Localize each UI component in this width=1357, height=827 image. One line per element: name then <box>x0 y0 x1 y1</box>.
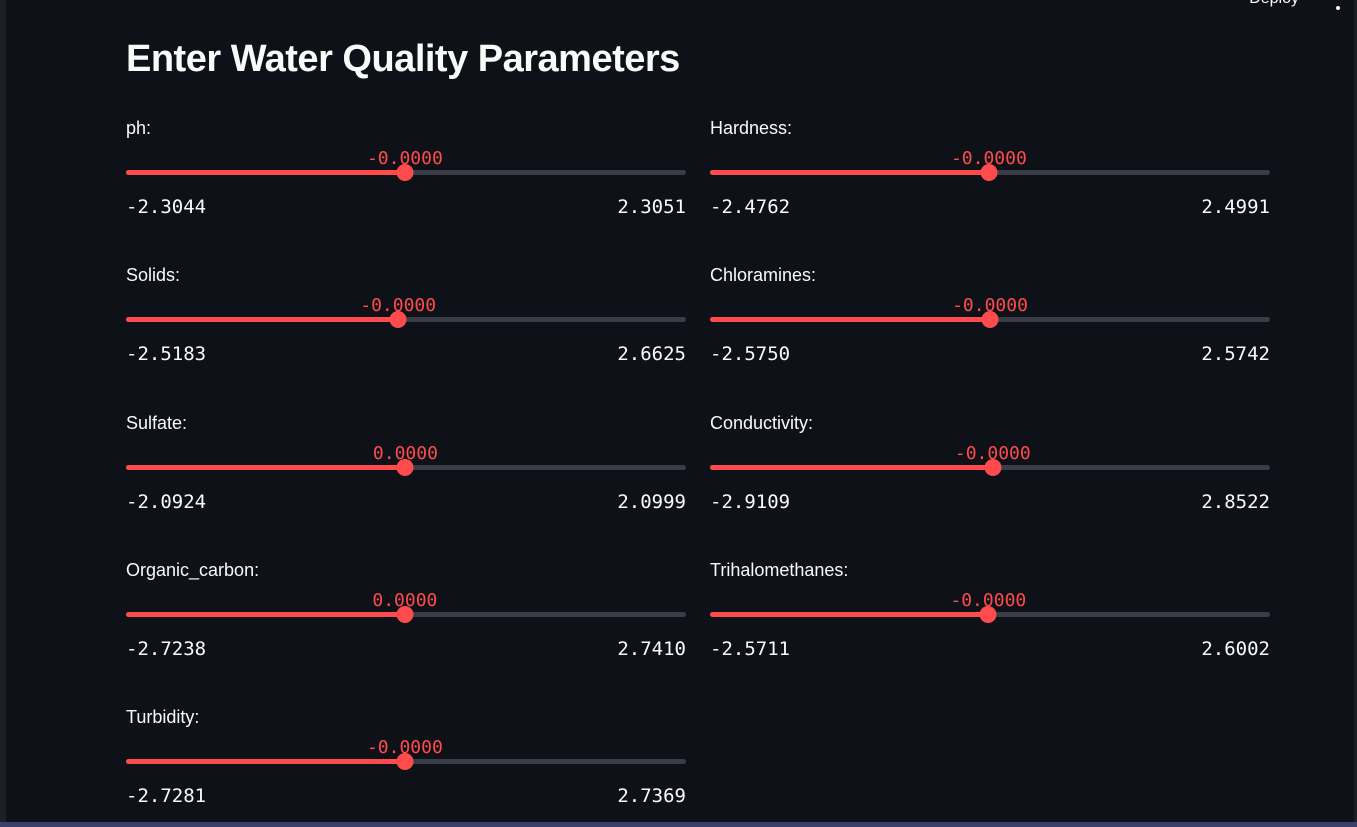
slider-thumb[interactable] <box>981 311 999 328</box>
bottom-border <box>0 822 1357 827</box>
slider-hardness: Hardness: -0.0000 -2.4762 2.4991 <box>710 118 1270 228</box>
slider-max-value: 2.7369 <box>617 785 686 807</box>
slider-current-value: 0.0000 <box>372 590 438 611</box>
slider-chloramines: Chloramines: -0.0000 -2.5750 2.5742 <box>710 265 1270 375</box>
slider-min-value: -2.9109 <box>710 491 791 513</box>
slider-min-value: -2.0924 <box>126 491 207 513</box>
slider-track[interactable] <box>126 311 686 328</box>
slider-sulfate: Sulfate: 0.0000 -2.0924 2.0999 <box>126 413 686 523</box>
slider-max-value: 2.4991 <box>1201 196 1270 218</box>
slider-fill <box>710 317 990 322</box>
slider-current-value: -0.0000 <box>952 295 1028 316</box>
slider-organic-carbon: Organic_carbon: 0.0000 -2.7238 2.7410 <box>126 560 686 670</box>
slider-ph: ph: -0.0000 -2.3044 2.3051 <box>126 118 686 228</box>
slider-max-value: 2.8522 <box>1201 491 1270 513</box>
slider-max-value: 2.3051 <box>617 196 686 218</box>
slider-current-value: -0.0000 <box>950 590 1027 611</box>
slider-fill <box>710 612 989 617</box>
slider-max-value: 2.0999 <box>617 491 686 513</box>
slider-track[interactable] <box>710 459 1270 476</box>
slider-min-value: -2.5750 <box>710 343 791 365</box>
slider-thumb[interactable] <box>396 606 414 623</box>
slider-track[interactable] <box>710 606 1270 623</box>
slider-current-value: -0.0000 <box>360 295 437 316</box>
slider-thumb[interactable] <box>979 606 997 623</box>
slider-max-value: 2.7410 <box>617 638 686 660</box>
slider-label: ph: <box>126 118 152 138</box>
slider-fill <box>126 759 405 764</box>
slider-solids: Solids: -0.0000 -2.5183 2.6625 <box>126 265 686 375</box>
slider-track[interactable] <box>126 164 686 181</box>
slider-thumb[interactable] <box>396 164 414 181</box>
slider-max-value: 2.5742 <box>1201 343 1270 365</box>
slider-thumb[interactable] <box>984 459 1002 476</box>
slider-turbidity: Turbidity: -0.0000 -2.7281 2.7369 <box>126 707 686 817</box>
slider-fill <box>126 465 406 470</box>
slider-track[interactable] <box>710 311 1270 328</box>
slider-label: Trihalomethanes: <box>710 560 849 580</box>
slider-max-value: 2.6625 <box>617 343 686 365</box>
slider-min-value: -2.5711 <box>710 638 791 660</box>
slider-fill <box>126 612 405 617</box>
slider-track[interactable] <box>126 459 686 476</box>
slider-track[interactable] <box>710 164 1270 181</box>
right-scrollbar[interactable] <box>1354 0 1357 827</box>
slider-fill <box>710 465 993 470</box>
slider-min-value: -2.4762 <box>710 196 791 218</box>
slider-min-value: -2.5183 <box>126 343 207 365</box>
slider-thumb[interactable] <box>980 164 998 181</box>
slider-thumb[interactable] <box>396 459 414 476</box>
vertical-ellipsis-icon[interactable] <box>1331 0 1345 10</box>
slider-label: Chloramines: <box>710 265 817 285</box>
slider-current-value: -0.0000 <box>366 737 443 758</box>
left-border <box>0 0 6 827</box>
slider-trihalomethanes: Trihalomethanes: -0.0000 -2.5711 2.6002 <box>710 560 1270 670</box>
slider-label: Solids: <box>126 265 181 285</box>
slider-label: Sulfate: <box>126 413 188 433</box>
slider-min-value: -2.7281 <box>126 785 207 807</box>
slider-thumb[interactable] <box>396 753 414 770</box>
slider-track[interactable] <box>126 753 686 770</box>
slider-current-value: 0.0000 <box>372 443 438 464</box>
slider-fill <box>126 170 405 175</box>
slider-thumb[interactable] <box>389 311 407 328</box>
deploy-button[interactable]: Deploy <box>1249 0 1299 8</box>
slider-label: Turbidity: <box>126 707 200 727</box>
slider-current-value: -0.0000 <box>950 148 1027 169</box>
page-title: Enter Water Quality Parameters <box>126 38 680 80</box>
app-header: Deploy <box>1157 0 1357 14</box>
slider-fill <box>710 170 989 175</box>
slider-min-value: -2.7238 <box>126 638 207 660</box>
slider-fill <box>126 317 399 322</box>
slider-max-value: 2.6002 <box>1201 638 1270 660</box>
slider-label: Conductivity: <box>710 413 814 433</box>
slider-label: Hardness: <box>710 118 793 138</box>
slider-min-value: -2.3044 <box>126 196 207 218</box>
slider-conductivity: Conductivity: -0.0000 -2.9109 2.8522 <box>710 413 1270 523</box>
slider-current-value: -0.0000 <box>366 148 443 169</box>
slider-track[interactable] <box>126 606 686 623</box>
slider-label: Organic_carbon: <box>126 560 260 580</box>
slider-current-value: -0.0000 <box>954 443 1031 464</box>
